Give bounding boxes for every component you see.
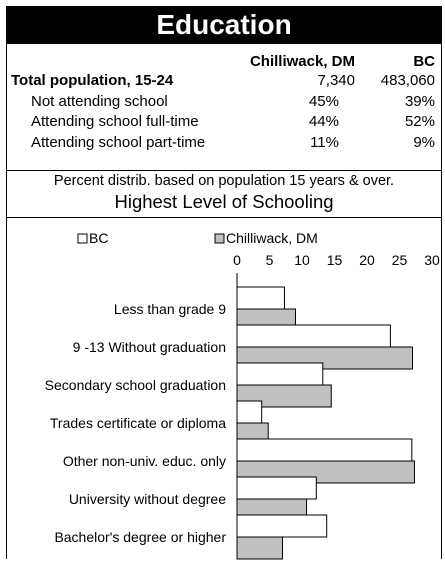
- legend-label: Chilliwack, DM: [226, 230, 318, 246]
- value-total-bc: 483,060: [380, 72, 435, 89]
- x-tick-label: 15: [327, 252, 343, 268]
- row-label-part-time: Attending school part-time: [31, 134, 206, 151]
- value-part-time-bc: 9%: [413, 134, 435, 151]
- bar: [236, 400, 263, 424]
- x-tick-label: 0: [233, 252, 241, 268]
- column-header-chilliwack: Chilliwack, DM: [249, 53, 355, 70]
- row-label-full-time: Attending school full-time: [31, 113, 199, 130]
- row-label-not-attending: Not attending school: [31, 93, 168, 110]
- bar: [236, 324, 391, 348]
- bar: [236, 362, 324, 386]
- distribution-note: Percent distrib. based on population 15 …: [53, 173, 395, 189]
- bar: [236, 536, 283, 560]
- population-table: Chilliwack, DM BC Total population, 15-2…: [6, 44, 442, 171]
- category-label: Other non-univ. educ. only: [63, 453, 226, 469]
- x-tick-label: 30: [424, 252, 440, 268]
- bar: [236, 476, 317, 500]
- chart-frame: [6, 218, 442, 559]
- bar: [236, 438, 413, 462]
- legend-swatch: [214, 233, 225, 244]
- value-not-attending-chilliwack: 45%: [308, 93, 339, 110]
- chart-heading-box: Percent distrib. based on population 15 …: [6, 170, 442, 218]
- category-label: Trades certificate or diploma: [50, 415, 226, 431]
- value-not-attending-bc: 39%: [404, 93, 435, 110]
- x-tick-label: 20: [359, 252, 375, 268]
- value-total-chilliwack: 7,340: [317, 72, 355, 89]
- section-title-banner: Education: [6, 6, 442, 44]
- x-tick-label: 10: [294, 252, 310, 268]
- value-part-time-chilliwack: 11%: [310, 134, 339, 151]
- value-full-time-bc: 52%: [404, 113, 435, 130]
- value-full-time-chilliwack: 44%: [308, 113, 339, 130]
- category-label: Secondary school graduation: [45, 377, 226, 393]
- bar: [236, 286, 285, 310]
- column-header-bc: BC: [413, 53, 435, 70]
- x-tick-label: 5: [266, 252, 274, 268]
- category-label: 9 -13 Without graduation: [73, 339, 226, 355]
- category-label: University without degree: [69, 491, 226, 507]
- legend-label: BC: [89, 230, 108, 246]
- x-tick-label: 25: [392, 252, 408, 268]
- legend-swatch: [77, 233, 88, 244]
- row-label-total-population: Total population, 15-24: [11, 72, 174, 89]
- bar: [236, 514, 328, 538]
- chart-subtitle: Highest Level of Schooling: [114, 191, 334, 212]
- category-label: Less than grade 9: [114, 301, 226, 317]
- category-label: Bachelor's degree or higher: [54, 529, 226, 545]
